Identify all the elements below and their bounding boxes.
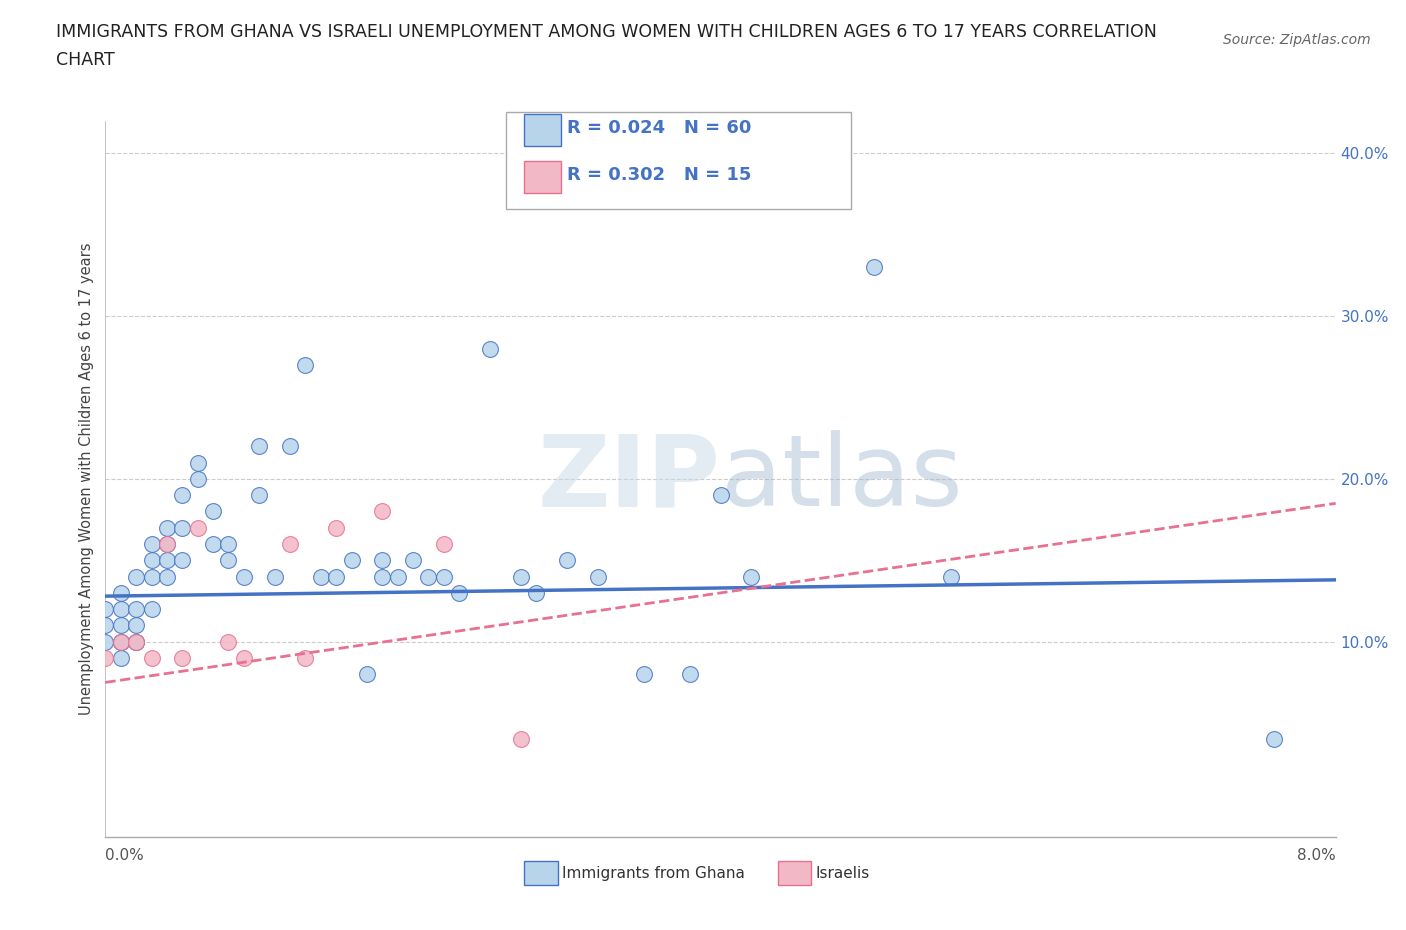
- Point: [94, 634, 117, 649]
- Point: [941, 569, 963, 584]
- Text: 8.0%: 8.0%: [1296, 848, 1336, 863]
- Point: [110, 602, 132, 617]
- Point: [172, 520, 194, 535]
- Point: [187, 455, 209, 470]
- Text: ZIP: ZIP: [537, 431, 721, 527]
- Point: [478, 341, 501, 356]
- Point: [278, 537, 301, 551]
- Point: [125, 618, 148, 632]
- Point: [524, 586, 547, 601]
- Point: [325, 520, 347, 535]
- Text: 0.0%: 0.0%: [105, 848, 145, 863]
- Point: [156, 552, 179, 567]
- Point: [278, 439, 301, 454]
- Point: [141, 537, 163, 551]
- Point: [156, 520, 179, 535]
- Point: [679, 667, 702, 682]
- Text: IMMIGRANTS FROM GHANA VS ISRAELI UNEMPLOYMENT AMONG WOMEN WITH CHILDREN AGES 6 T: IMMIGRANTS FROM GHANA VS ISRAELI UNEMPLO…: [56, 23, 1157, 41]
- Point: [141, 552, 163, 567]
- Point: [202, 537, 225, 551]
- Point: [340, 552, 363, 567]
- Point: [172, 651, 194, 666]
- Point: [141, 569, 163, 584]
- Point: [94, 651, 117, 666]
- Point: [371, 569, 394, 584]
- Point: [449, 586, 471, 601]
- Point: [110, 634, 132, 649]
- Point: [402, 552, 425, 567]
- Text: Source: ZipAtlas.com: Source: ZipAtlas.com: [1223, 33, 1371, 46]
- Point: [110, 634, 132, 649]
- Point: [94, 618, 117, 632]
- Point: [172, 487, 194, 502]
- Text: Israelis: Israelis: [815, 866, 870, 881]
- Point: [141, 602, 163, 617]
- Point: [387, 569, 409, 584]
- Point: [218, 552, 240, 567]
- Point: [187, 472, 209, 486]
- Point: [125, 634, 148, 649]
- Point: [633, 667, 655, 682]
- Point: [141, 651, 163, 666]
- Point: [371, 504, 394, 519]
- Point: [125, 634, 148, 649]
- Point: [232, 569, 254, 584]
- Point: [156, 537, 179, 551]
- Y-axis label: Unemployment Among Women with Children Ages 6 to 17 years: Unemployment Among Women with Children A…: [79, 243, 94, 715]
- Point: [172, 552, 194, 567]
- Point: [418, 569, 440, 584]
- Point: [586, 569, 609, 584]
- Point: [247, 487, 270, 502]
- Text: R = 0.302   N = 15: R = 0.302 N = 15: [567, 166, 751, 184]
- Point: [156, 537, 179, 551]
- Point: [1263, 732, 1285, 747]
- Point: [218, 634, 240, 649]
- Point: [371, 552, 394, 567]
- Text: R = 0.024   N = 60: R = 0.024 N = 60: [567, 119, 751, 138]
- Point: [294, 651, 316, 666]
- Point: [110, 634, 132, 649]
- Text: CHART: CHART: [56, 51, 115, 69]
- Point: [263, 569, 285, 584]
- Text: atlas: atlas: [721, 431, 962, 527]
- Point: [740, 569, 762, 584]
- Point: [232, 651, 254, 666]
- Point: [125, 569, 148, 584]
- Point: [509, 732, 531, 747]
- Point: [202, 504, 225, 519]
- Point: [156, 569, 179, 584]
- Point: [294, 357, 316, 372]
- Point: [94, 602, 117, 617]
- Point: [110, 586, 132, 601]
- Point: [356, 667, 378, 682]
- Point: [555, 552, 578, 567]
- Point: [110, 618, 132, 632]
- Point: [710, 487, 733, 502]
- Point: [218, 537, 240, 551]
- Point: [247, 439, 270, 454]
- Point: [433, 537, 456, 551]
- Point: [863, 259, 886, 274]
- Text: Immigrants from Ghana: Immigrants from Ghana: [562, 866, 745, 881]
- Point: [309, 569, 332, 584]
- Point: [125, 634, 148, 649]
- Point: [110, 651, 132, 666]
- Point: [509, 569, 531, 584]
- Point: [325, 569, 347, 584]
- Point: [125, 602, 148, 617]
- Point: [187, 520, 209, 535]
- Point: [433, 569, 456, 584]
